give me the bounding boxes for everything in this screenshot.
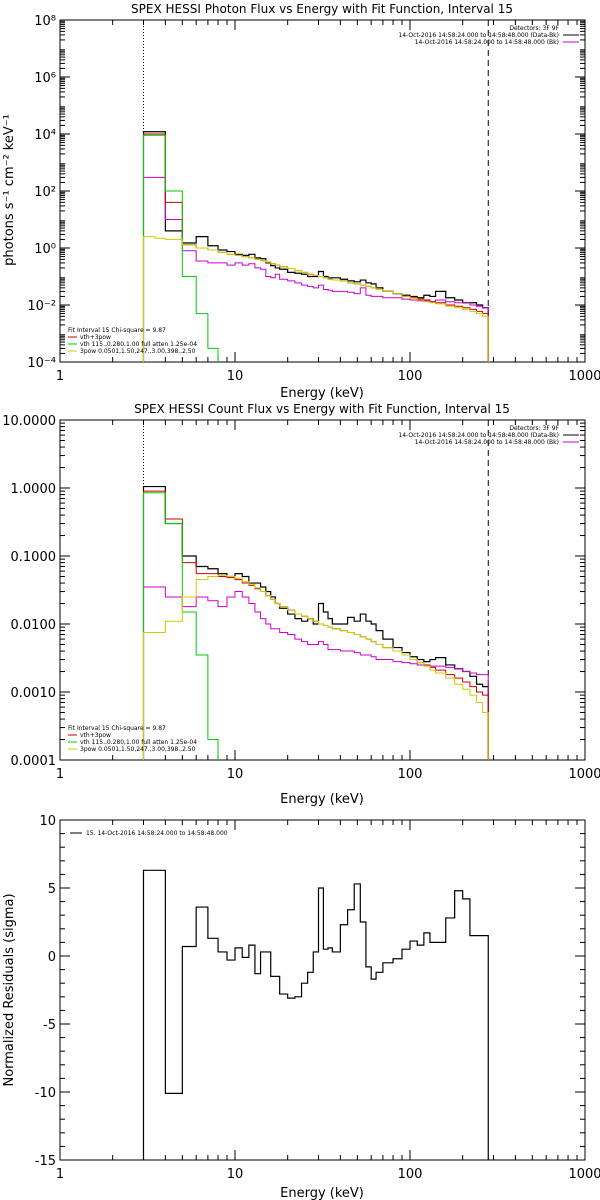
photon-flux-y-label: photons s⁻¹ cm⁻² keV⁻¹ (2, 114, 17, 266)
y-tick-label: 10⁸ (34, 14, 56, 29)
y-tick-label: 10 (39, 814, 56, 829)
x-tick-label: 1000 (568, 767, 600, 782)
residuals-x-label: Energy (keV) (280, 1186, 364, 1200)
y-tick-label: 0 (48, 950, 56, 965)
photon-flux-panel: SPEX HESSI Photon Flux vs Energy with Fi… (2, 2, 600, 401)
legend-entry: 14-Oct-2016 14:58:24.000 to 14:58:48.000… (398, 32, 559, 39)
count-flux-title: SPEX HESSI Count Flux vs Energy with Fit… (134, 402, 510, 416)
x-tick-label: 1000 (568, 369, 600, 384)
x-tick-label: 1 (56, 1167, 64, 1182)
legend-entry: 3pow 0.0501,1.50,247.,3.00,398.,2.50 (80, 746, 196, 753)
residuals-x-ticks: 1 10 100 1000 (56, 820, 600, 1182)
y-tick-label: 10² (34, 185, 56, 200)
series-line (143, 492, 219, 760)
count-flux-x-label: Energy (keV) (280, 792, 364, 807)
photon-flux-markers (142, 20, 489, 362)
photon-flux-x-label: Energy (keV) (280, 386, 364, 401)
legend-entry: vth+3pow (80, 334, 111, 341)
count-flux-legend-bottom-left: Fit Interval 15 Chi-square = 9.87vth+3po… (68, 725, 197, 753)
photon-flux-x-ticks: 1 10 100 1000 (56, 20, 600, 384)
y-tick-label: 0.0100 (11, 618, 57, 633)
x-tick-label: 1 (56, 369, 64, 384)
photon-flux-title: SPEX HESSI Photon Flux vs Energy with Fi… (131, 2, 513, 16)
residuals-legend-top-left: 15. 14-Oct-2016 14:58:24.000 to 14:58:48… (70, 830, 228, 837)
legend-entry: 15. 14-Oct-2016 14:58:24.000 to 14:58:48… (86, 830, 228, 837)
legend-entry: Fit Interval 15 Chi-square = 9.87 (68, 725, 166, 732)
legend-entry: Detectors: 3F 9F (509, 25, 559, 32)
legend-entry: vth 115.,0.280,1.00 full atten 1.25e-04 (80, 341, 197, 348)
y-tick-label: 0.0010 (11, 686, 57, 701)
count-flux-markers (142, 420, 489, 760)
series-line (142, 485, 489, 760)
x-tick-label: 100 (398, 767, 423, 782)
legend-entry: 3pow 0.0501,1.50,247.,3.00,398.,2.50 (80, 348, 196, 355)
y-tick-label: 0.0001 (11, 754, 57, 769)
photon-flux-legend-bottom-left: Fit Interval 15 Chi-square = 9.87vth+3po… (68, 327, 197, 355)
x-tick-label: 100 (398, 369, 423, 384)
count-flux-plot-frame (59, 419, 586, 761)
y-tick-label: 0.1000 (11, 550, 57, 565)
count-flux-series (142, 485, 489, 760)
series-line (143, 236, 489, 362)
legend-entry: vth 115.,0.280,1.00 full atten 1.25e-04 (80, 739, 197, 746)
y-tick-label: -10 (35, 1086, 56, 1101)
legend-entry: Fit Interval 15 Chi-square = 9.87 (68, 327, 166, 334)
photon-flux-plot-frame (59, 19, 586, 363)
y-tick-label: 10⁻² (27, 299, 56, 314)
series-line (143, 176, 489, 362)
legend-entry: 14-Oct-2016 14:58:24.000 to 14:58:48.000… (398, 432, 559, 439)
y-tick-label: 10⁶ (34, 71, 56, 86)
legend-entry: 14-Oct-2016 14:58:24.000 to 14:58:48.000… (415, 39, 559, 46)
legend-entry: vth+3pow (80, 732, 111, 739)
legend-entry: Detectors: 3F 9F (509, 425, 559, 432)
legend-entry: 14-Oct-2016 14:58:24.000 to 14:58:48.000… (415, 439, 559, 446)
y-tick-label: -5 (43, 1018, 56, 1033)
series-line (143, 490, 489, 760)
x-tick-label: 10 (227, 369, 244, 384)
x-tick-label: 100 (398, 1167, 423, 1182)
residuals-y-ticks: -15 -10 -5 0 5 10 (35, 814, 585, 1169)
residuals-plot-frame (59, 819, 586, 1161)
series-line (143, 574, 489, 760)
y-tick-label: 10⁰ (34, 242, 56, 257)
series-line (143, 133, 489, 362)
x-tick-label: 1000 (568, 1167, 600, 1182)
count-flux-y-ticks: 0.0001 0.0010 0.0100 0.1000 1.0000 10.0000 (2, 414, 585, 769)
count-flux-panel: SPEX HESSI Count Flux vs Energy with Fit… (2, 402, 600, 807)
y-tick-label: 10.0000 (2, 414, 56, 429)
y-tick-label: 1.0000 (11, 482, 57, 497)
x-tick-label: 10 (227, 1167, 244, 1182)
photon-flux-series (142, 131, 489, 362)
series-line (142, 869, 489, 1160)
residuals-series (142, 869, 489, 1160)
y-tick-label: 10⁴ (34, 128, 56, 143)
x-tick-label: 10 (227, 767, 244, 782)
y-tick-label: 10⁻⁴ (27, 356, 56, 371)
series-line (142, 131, 489, 362)
y-tick-label: 5 (48, 882, 56, 897)
residuals-y-label: Normalized Residuals (sigma) (2, 893, 17, 1086)
x-tick-label: 1 (56, 767, 64, 782)
series-line (143, 134, 219, 362)
y-tick-label: -15 (35, 1154, 56, 1169)
residuals-panel: -15 -10 -5 0 5 10 1 10 100 1000 Energy (keV) Nor… (2, 814, 600, 1200)
photon-flux-y-ticks: 10⁻⁴ 10⁻² 10⁰ 10² 10⁴ 10⁶ 10⁸ (27, 14, 585, 371)
